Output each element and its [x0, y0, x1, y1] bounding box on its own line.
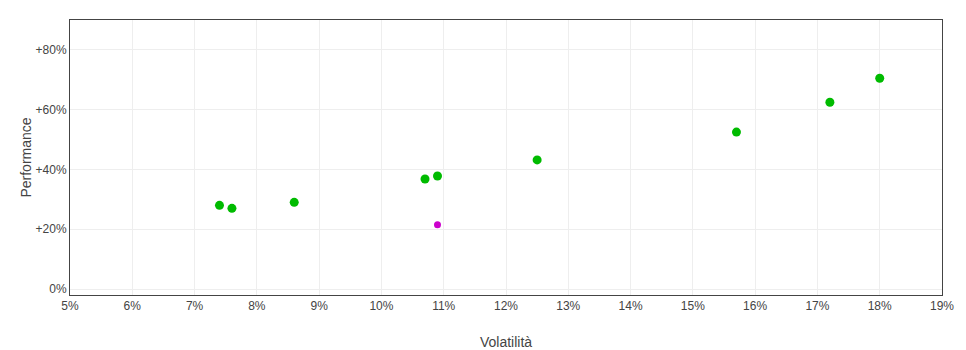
svg-text:7%: 7%	[186, 299, 204, 313]
svg-text:14%: 14%	[619, 299, 643, 313]
svg-text:6%: 6%	[124, 299, 142, 313]
svg-text:12%: 12%	[494, 299, 518, 313]
svg-text:9%: 9%	[310, 299, 328, 313]
svg-text:17%: 17%	[805, 299, 829, 313]
svg-text:15%: 15%	[681, 299, 705, 313]
svg-text:0%: 0%	[49, 282, 67, 296]
svg-text:16%: 16%	[743, 299, 767, 313]
svg-text:+60%: +60%	[36, 103, 67, 117]
svg-text:11%: 11%	[432, 299, 455, 313]
svg-text:19%: 19%	[930, 299, 954, 313]
svg-text:8%: 8%	[248, 299, 266, 313]
svg-text:10%: 10%	[369, 299, 393, 313]
svg-text:Volatilità: Volatilità	[480, 334, 532, 350]
svg-text:18%: 18%	[868, 299, 892, 313]
svg-text:Performance: Performance	[18, 117, 34, 197]
svg-text:+20%: +20%	[36, 222, 67, 236]
svg-text:+40%: +40%	[36, 163, 67, 177]
svg-text:+80%: +80%	[36, 43, 67, 57]
svg-text:5%: 5%	[61, 299, 79, 313]
svg-text:13%: 13%	[556, 299, 580, 313]
